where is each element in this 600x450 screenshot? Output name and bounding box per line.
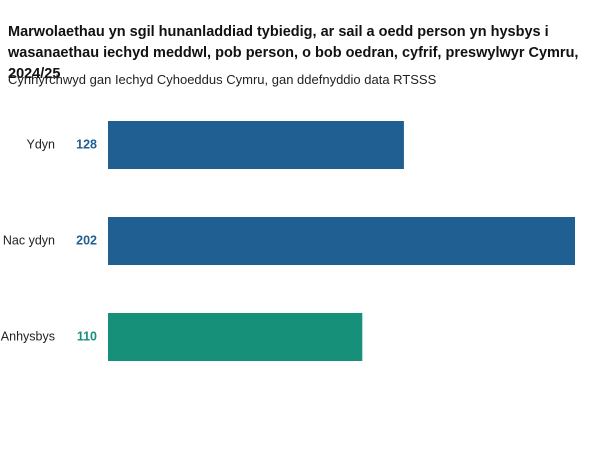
chart-subtitle: Cynhyrchwyd gan Iechyd Cyhoeddus Cymru, … <box>8 72 437 87</box>
category-label: Anhysbys <box>1 329 55 343</box>
bar <box>108 121 404 169</box>
category-label: Ydyn <box>27 137 56 151</box>
value-label: 128 <box>76 137 97 151</box>
chart-title: Marwolaethau yn sgil hunanladdiad tybied… <box>8 24 579 82</box>
value-label: 110 <box>77 329 97 343</box>
value-label: 202 <box>76 233 97 247</box>
category-label: Nac ydyn <box>3 233 55 247</box>
bar <box>108 313 363 361</box>
bar <box>108 217 575 265</box>
